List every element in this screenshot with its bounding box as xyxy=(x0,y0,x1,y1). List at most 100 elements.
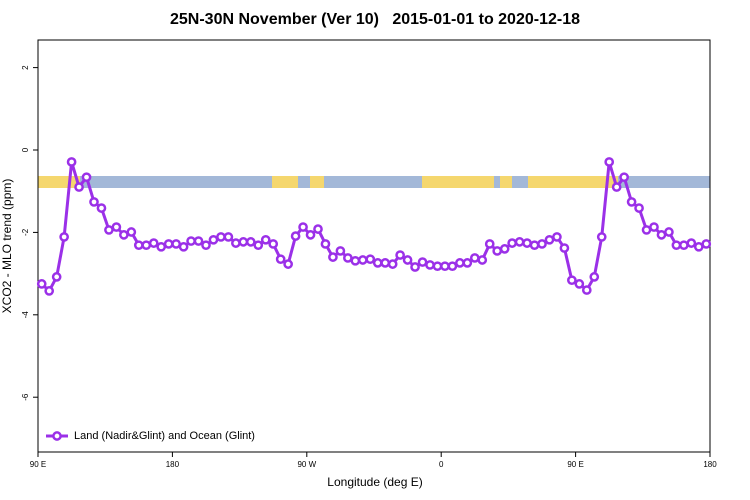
point xyxy=(395,250,405,260)
point xyxy=(141,240,152,251)
point xyxy=(231,238,241,248)
land-strip xyxy=(310,176,324,188)
x-tick-label: 180 xyxy=(703,460,717,469)
point xyxy=(171,239,181,249)
point xyxy=(417,257,428,267)
x-tick-label: 0 xyxy=(439,460,444,469)
point xyxy=(581,285,592,295)
point xyxy=(537,239,547,249)
point xyxy=(686,238,697,248)
y-tick-label: -4 xyxy=(21,311,30,319)
point xyxy=(440,261,450,272)
y-axis-label: XCO2 - MLO trend (ppm) xyxy=(0,179,14,314)
legend-label: Land (Nadir&Glint) and Ocean (Glint) xyxy=(74,430,255,442)
point xyxy=(514,237,525,247)
point xyxy=(216,232,226,242)
point xyxy=(589,272,600,282)
point xyxy=(253,240,264,251)
point xyxy=(59,232,69,242)
point xyxy=(567,275,577,286)
point xyxy=(365,254,376,265)
point xyxy=(402,255,413,265)
land-strip xyxy=(528,176,618,188)
point xyxy=(529,240,540,251)
point xyxy=(104,225,114,235)
legend-marker xyxy=(52,431,62,441)
x-tick-label: 90 W xyxy=(297,460,316,469)
point xyxy=(679,240,689,251)
x-tick-label: 90 E xyxy=(30,460,46,469)
point xyxy=(499,244,510,254)
point xyxy=(201,240,211,251)
point xyxy=(649,222,659,232)
point xyxy=(148,238,159,248)
y-tick-label: -6 xyxy=(21,393,30,401)
point xyxy=(522,238,532,248)
point xyxy=(268,239,279,249)
land-strip xyxy=(38,176,80,188)
land-strip xyxy=(272,176,298,188)
point xyxy=(36,279,47,289)
point xyxy=(380,258,391,268)
point xyxy=(447,261,458,272)
point xyxy=(290,231,301,241)
point xyxy=(469,253,480,263)
point xyxy=(245,237,256,247)
point xyxy=(664,227,674,237)
point xyxy=(320,239,331,249)
point xyxy=(89,197,99,207)
point xyxy=(484,239,495,249)
point xyxy=(693,241,704,252)
point xyxy=(372,258,383,268)
point xyxy=(111,222,122,232)
point xyxy=(193,236,204,246)
point xyxy=(66,157,77,167)
point xyxy=(634,203,644,213)
point xyxy=(178,241,189,252)
point xyxy=(410,262,420,272)
point xyxy=(357,255,368,265)
point xyxy=(350,255,361,266)
point xyxy=(81,172,92,183)
point xyxy=(133,240,144,251)
point xyxy=(507,238,517,248)
point xyxy=(619,172,629,183)
point xyxy=(611,182,622,192)
point xyxy=(477,255,488,265)
point xyxy=(552,232,562,242)
land-strip xyxy=(500,176,512,188)
point xyxy=(626,197,637,207)
point xyxy=(604,157,615,167)
point xyxy=(425,260,435,270)
x-tick-label: 180 xyxy=(166,460,180,469)
point xyxy=(260,234,271,245)
x-tick-label: 90 E xyxy=(567,460,583,469)
point xyxy=(163,239,174,249)
point xyxy=(387,259,398,269)
x-axis-label: Longitude (deg E) xyxy=(327,475,422,489)
point xyxy=(641,225,652,235)
point xyxy=(432,261,443,272)
point xyxy=(238,237,249,247)
y-tick-label: 2 xyxy=(21,65,30,70)
point xyxy=(544,234,555,245)
point xyxy=(574,279,585,289)
point xyxy=(559,243,570,253)
point xyxy=(44,286,55,296)
point xyxy=(298,222,308,232)
point xyxy=(156,241,167,252)
point xyxy=(283,259,293,269)
point xyxy=(51,272,62,282)
point xyxy=(335,246,346,256)
point xyxy=(343,253,353,263)
point xyxy=(656,230,667,240)
point xyxy=(305,230,316,240)
point xyxy=(671,240,682,251)
y-tick-label: -2 xyxy=(21,228,30,236)
point xyxy=(275,254,286,265)
y-tick-label: 0 xyxy=(21,147,30,152)
land-ocean-band xyxy=(38,176,710,188)
point xyxy=(74,182,84,192)
point xyxy=(208,234,219,245)
